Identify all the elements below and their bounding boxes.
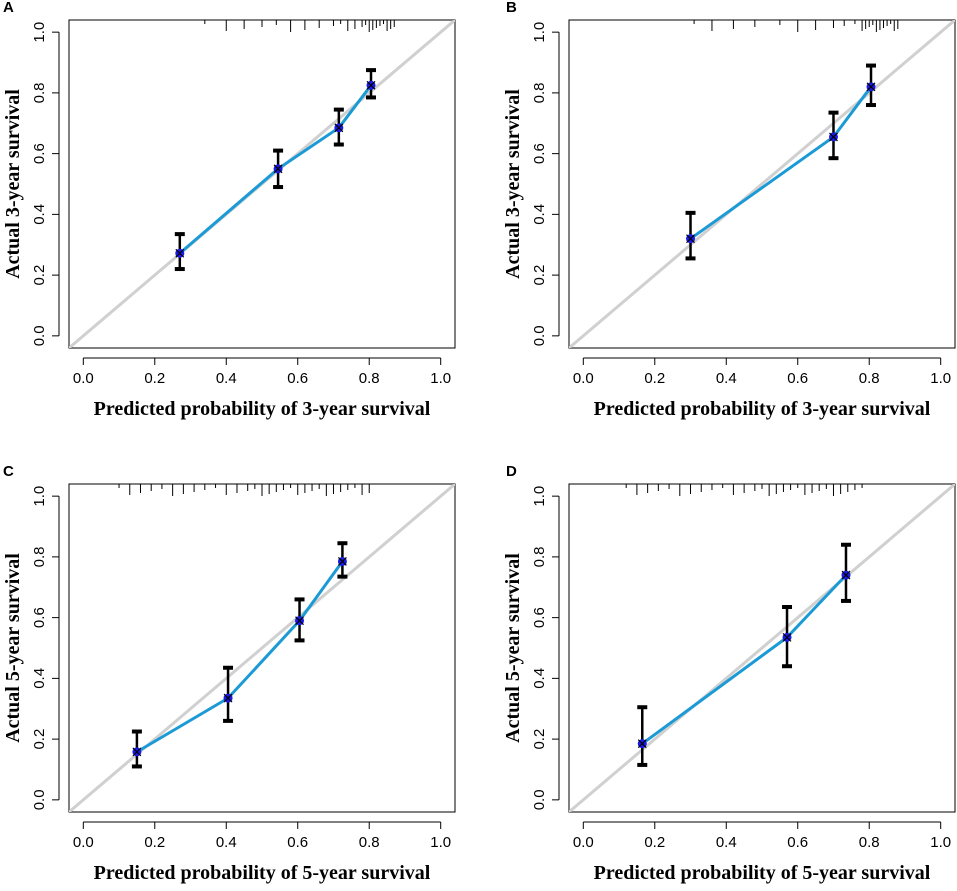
rug: [625, 484, 863, 496]
data-point-x: [841, 570, 851, 580]
y-axis-title: Actual 3-year survival: [2, 89, 24, 279]
x-tick-label: 0.2: [144, 370, 165, 387]
x-tick-label: 0.0: [573, 370, 594, 387]
y-tick-label: 0.0: [531, 325, 548, 346]
data-point-x: [686, 234, 695, 244]
y-tick-label: 0.4: [531, 204, 548, 225]
panel-a: A 0.0 0.2 0.4 0.6 0.8 1.0 0.0 0.2 0.4 0.6 0.8 1.0 Pre…: [2, 0, 456, 420]
y-tick-label: 0.0: [31, 789, 48, 810]
x-tick-label: 0.4: [716, 370, 737, 387]
reference-line: [569, 484, 955, 812]
panel-letter: B: [506, 0, 517, 16]
x-tick-label: 1.0: [930, 834, 951, 851]
x-axis-title: Predicted probability of 5-year survival: [94, 862, 431, 884]
y-tick-label: 0.4: [31, 204, 48, 225]
y-tick-label: 0.2: [531, 729, 548, 750]
x-tick-label: 0.8: [859, 370, 880, 387]
x-tick-label: 0.4: [216, 370, 237, 387]
x-axis-title: Predicted probability of 5-year survival: [594, 862, 931, 884]
error-bar: [637, 705, 648, 767]
reference-line: [69, 484, 455, 812]
y-axis-title: Actual 3-year survival: [502, 89, 524, 279]
x-tick-label: 0.6: [787, 834, 808, 851]
x-tick-label: 0.0: [73, 834, 94, 851]
y-tick-label: 1.0: [531, 22, 548, 43]
y-tick-label: 0.2: [31, 265, 48, 286]
data-point-x: [295, 616, 304, 626]
rug: [204, 20, 395, 32]
x-axis-title: Predicted probability of 3-year survival: [594, 398, 931, 420]
y-tick-label: 0.6: [31, 607, 48, 628]
data-point-x: [782, 632, 792, 642]
rug: [693, 20, 899, 32]
x-tick-label: 0.2: [644, 834, 665, 851]
calibration-line: [689, 85, 873, 240]
x-tick-label: 0.6: [287, 834, 308, 851]
data-point-x: [829, 132, 838, 142]
y-tick-label: 1.0: [31, 22, 48, 43]
y-tick-label: 0.0: [31, 325, 48, 346]
calibration-line: [178, 84, 373, 255]
panel-b: B 0.0 0.2 0.4 0.6 0.8 1.0 0.0 0.2 0.4 0.6 0.8 1.0 Pre…: [502, 0, 956, 420]
y-tick-label: 0.2: [531, 265, 548, 286]
plot-frame: [568, 19, 956, 349]
y-tick-label: 1.0: [31, 486, 48, 507]
data-point-x: [637, 739, 647, 749]
data-point-x: [175, 248, 185, 258]
y-tick-label: 0.8: [31, 546, 48, 567]
x-tick-label: 0.0: [573, 834, 594, 851]
panel-letter: A: [3, 0, 14, 16]
rug: [118, 484, 370, 496]
x-tick-label: 0.8: [859, 834, 880, 851]
x-tick-label: 1.0: [930, 370, 951, 387]
reference-line: [569, 20, 955, 348]
y-axis-title: Actual 5-year survival: [502, 553, 524, 743]
panel-c: C 0.0 0.2 0.4 0.6 0.8 1.0 0.0 0.2 0.4 0.6 0.8 1.0 Pre…: [2, 463, 456, 884]
panel-letter: D: [506, 463, 517, 480]
calibration-line: [641, 574, 848, 745]
y-tick-label: 0.2: [31, 729, 48, 750]
data-point-x: [866, 82, 876, 92]
x-tick-label: 0.2: [644, 370, 665, 387]
y-tick-label: 0.8: [31, 82, 48, 103]
x-tick-label: 0.8: [359, 834, 380, 851]
panel-d: D 0.0 0.2 0.4 0.6 0.8 1.0 0.0 0.2 0.4 0.6 0.8 1.0 Pre…: [502, 463, 956, 884]
y-axis-title: Actual 5-year survival: [2, 553, 24, 743]
data-point-x: [366, 80, 376, 90]
data-point-x: [223, 693, 233, 703]
panel-letter: C: [3, 463, 14, 480]
y-tick-label: 0.4: [531, 668, 548, 689]
y-tick-label: 0.8: [531, 82, 548, 103]
y-tick-label: 0.6: [31, 143, 48, 164]
x-tick-label: 0.0: [73, 370, 94, 387]
x-tick-label: 0.6: [787, 370, 808, 387]
data-point-x: [334, 123, 344, 133]
y-tick-label: 0.8: [531, 546, 548, 567]
x-tick-label: 0.4: [216, 834, 237, 851]
y-tick-label: 0.0: [531, 789, 548, 810]
data-point-x: [337, 557, 347, 566]
x-tick-label: 0.8: [359, 370, 380, 387]
y-tick-label: 1.0: [531, 486, 548, 507]
calibration-line: [136, 560, 344, 754]
x-tick-label: 1.0: [430, 834, 451, 851]
x-tick-label: 0.4: [716, 834, 737, 851]
y-tick-label: 0.4: [31, 668, 48, 689]
data-point-x: [273, 164, 283, 174]
y-tick-label: 0.6: [531, 143, 548, 164]
x-axis-title: Predicted probability of 3-year survival: [94, 398, 431, 420]
x-tick-label: 0.2: [144, 834, 165, 851]
data-point-x: [132, 747, 142, 757]
x-tick-label: 0.6: [287, 370, 308, 387]
y-tick-label: 0.6: [531, 607, 548, 628]
x-tick-label: 1.0: [430, 370, 451, 387]
